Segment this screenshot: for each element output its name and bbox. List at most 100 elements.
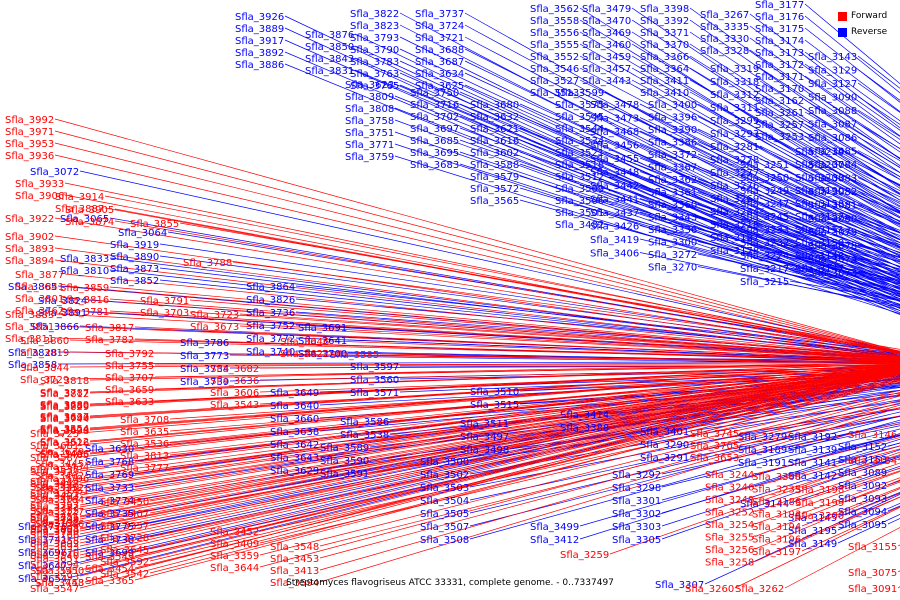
reverse-gene-label-connector	[759, 67, 900, 160]
forward-gene-label: Sfla_3453	[270, 554, 319, 565]
reverse-gene-label: Sfla_3640	[270, 401, 319, 412]
reverse-gene-label: Sfla_3833	[60, 254, 109, 265]
reverse-gene-label: Sfla_3575	[555, 100, 604, 111]
forward-gene-label: Sfla_3796	[40, 474, 89, 485]
reverse-gene-label: Sfla_3072	[30, 167, 79, 178]
forward-gene-label-connector	[232, 261, 900, 352]
reverse-gene-label: Sfla_3390	[648, 125, 697, 136]
forward-gene-label-connector	[84, 366, 900, 452]
reverse-gene-label-connector	[459, 127, 900, 294]
reverse-gene-label: Sfla_3406	[590, 249, 639, 260]
forward-gene-label: Sfla_3791	[140, 296, 189, 307]
forward-gene-label: Sfla_3244	[705, 470, 754, 481]
reverse-gene-label: Sfla_3735	[85, 509, 134, 520]
forward-swatch	[838, 11, 847, 21]
reverse-gene-label: Sfla_3414	[560, 410, 609, 421]
forward-gene-label: Sfla_3196	[752, 535, 801, 546]
reverse-gene-label: Sfla_3318	[710, 77, 759, 88]
forward-gene-label: Sfla_3744	[40, 414, 89, 425]
reverse-gene-label: Sfla_3215	[740, 277, 789, 288]
reverse-gene-label-connector	[394, 83, 900, 297]
reverse-gene-label: Sfla_3772	[246, 334, 295, 345]
reverse-gene-label-connector	[604, 139, 900, 262]
forward-gene-label: Sfla_3812	[40, 389, 89, 400]
reverse-gene-label: Sfla_3737	[415, 9, 464, 20]
forward-gene-label-connector	[79, 369, 900, 523]
forward-gene-label-connector	[189, 311, 900, 359]
forward-gene-label-connector	[319, 404, 900, 571]
forward-gene-label: Sfla_3542	[100, 569, 149, 580]
forward-gene-label: Sfla_3745	[690, 429, 739, 440]
forward-gene-label: Sfla_3788	[183, 258, 232, 269]
reverse-gene-label-connector	[759, 184, 900, 240]
forward-gene-label: Sfla_3539	[30, 467, 79, 478]
forward-gene-label: Sfla_3777	[120, 463, 169, 474]
forward-gene-label: Sfla_3764	[35, 495, 84, 506]
reverse-gene-label-connector	[749, 25, 900, 137]
reverse-gene-label-connector	[804, 63, 900, 131]
forward-gene-label: Sfla_3883	[5, 310, 54, 321]
reverse-gene-label-connector	[519, 175, 900, 297]
reverse-gene-label: Sfla_3151	[795, 225, 844, 236]
reverse-gene-label: Sfla_3688	[415, 45, 464, 56]
reverse-gene-label: Sfla_3876	[305, 30, 354, 41]
reverse-gene-label-connector	[661, 435, 900, 501]
forward-gene-label: Sfla_3811	[5, 334, 54, 345]
forward-gene-label: Sfla_3197	[752, 547, 801, 558]
reverse-gene-label: Sfla_3085	[808, 147, 857, 158]
forward-gene-label-connector	[801, 477, 900, 514]
reverse-gene-label-connector	[804, 123, 900, 178]
reverse-gene-label: Sfla_3470	[582, 16, 631, 27]
forward-gene-label: Sfla_3403	[30, 491, 79, 502]
reverse-gene-label: Sfla_3090	[808, 93, 857, 104]
reverse-gene-label-connector	[689, 79, 900, 201]
reverse-gene-label: Sfla_3264	[710, 207, 759, 218]
forward-gene-label-connector	[89, 362, 900, 381]
reverse-gene-label: Sfla_3552	[530, 52, 579, 63]
reverse-gene-label: Sfla_3560	[350, 375, 399, 386]
reverse-gene-label-connector	[284, 51, 900, 314]
reverse-gene-label: Sfla_3634	[415, 69, 464, 80]
reverse-gene-label-connector	[579, 67, 900, 238]
reverse-gene-label-connector	[394, 131, 900, 309]
reverse-gene-label-connector	[631, 55, 900, 213]
forward-gene-label: Sfla_3262	[735, 584, 784, 595]
reverse-gene-label-connector	[469, 419, 900, 540]
reverse-gene-label-connector	[697, 241, 900, 292]
reverse-gene-label-connector	[661, 449, 900, 527]
reverse-gene-label: Sfla_3088	[808, 106, 857, 117]
reverse-gene-label: Sfla_3741	[18, 535, 67, 546]
forward-gene-label-connector	[754, 471, 900, 525]
reverse-gene-label: Sfla_3270	[648, 263, 697, 274]
reverse-gene-label: Sfla_3292	[612, 470, 661, 481]
forward-gene-label: Sfla_3953	[5, 139, 54, 150]
reverse-gene-label-connector	[697, 266, 900, 307]
reverse-gene-label-connector	[631, 67, 900, 219]
forward-gene-label-connector	[754, 437, 900, 475]
reverse-gene-label: Sfla_3697	[410, 124, 459, 135]
forward-gene-label-connector	[64, 182, 900, 354]
reverse-gene-label: Sfla_3148	[795, 251, 844, 262]
reverse-gene-label: Sfla_3217	[740, 264, 789, 275]
reverse-gene-label: Sfla_3366	[640, 52, 689, 63]
forward-gene-label: Sfla_3844	[20, 363, 69, 374]
forward-gene-label: Sfla_3260	[685, 584, 734, 595]
reverse-gene-label-connector	[689, 31, 900, 174]
reverse-gene-label: Sfla_3702	[410, 112, 459, 123]
reverse-gene-label: Sfla_3371	[640, 28, 689, 39]
reverse-gene-label: Sfla_3864	[246, 282, 295, 293]
reverse-gene-label-connector	[689, 55, 900, 187]
reverse-gene-label: Sfla_3400	[648, 100, 697, 111]
forward-gene-label: Sfla_3684	[30, 525, 79, 536]
reverse-gene-label-connector	[759, 197, 900, 249]
reverse-gene-label: Sfla_3501	[555, 208, 604, 219]
reverse-gene-label: Sfla_3298	[612, 483, 661, 494]
reverse-gene-label: Sfla_3443	[582, 76, 631, 87]
reverse-gene-label: Sfla_3823	[350, 21, 399, 32]
reverse-gene-label: Sfla_3691	[298, 323, 347, 334]
reverse-gene-label: Sfla_3696	[18, 548, 67, 559]
reverse-gene-label: Sfla_3558	[530, 16, 579, 27]
reverse-gene-label: Sfla_3092	[838, 481, 887, 492]
reverse-gene-label: Sfla_3153	[838, 455, 887, 466]
